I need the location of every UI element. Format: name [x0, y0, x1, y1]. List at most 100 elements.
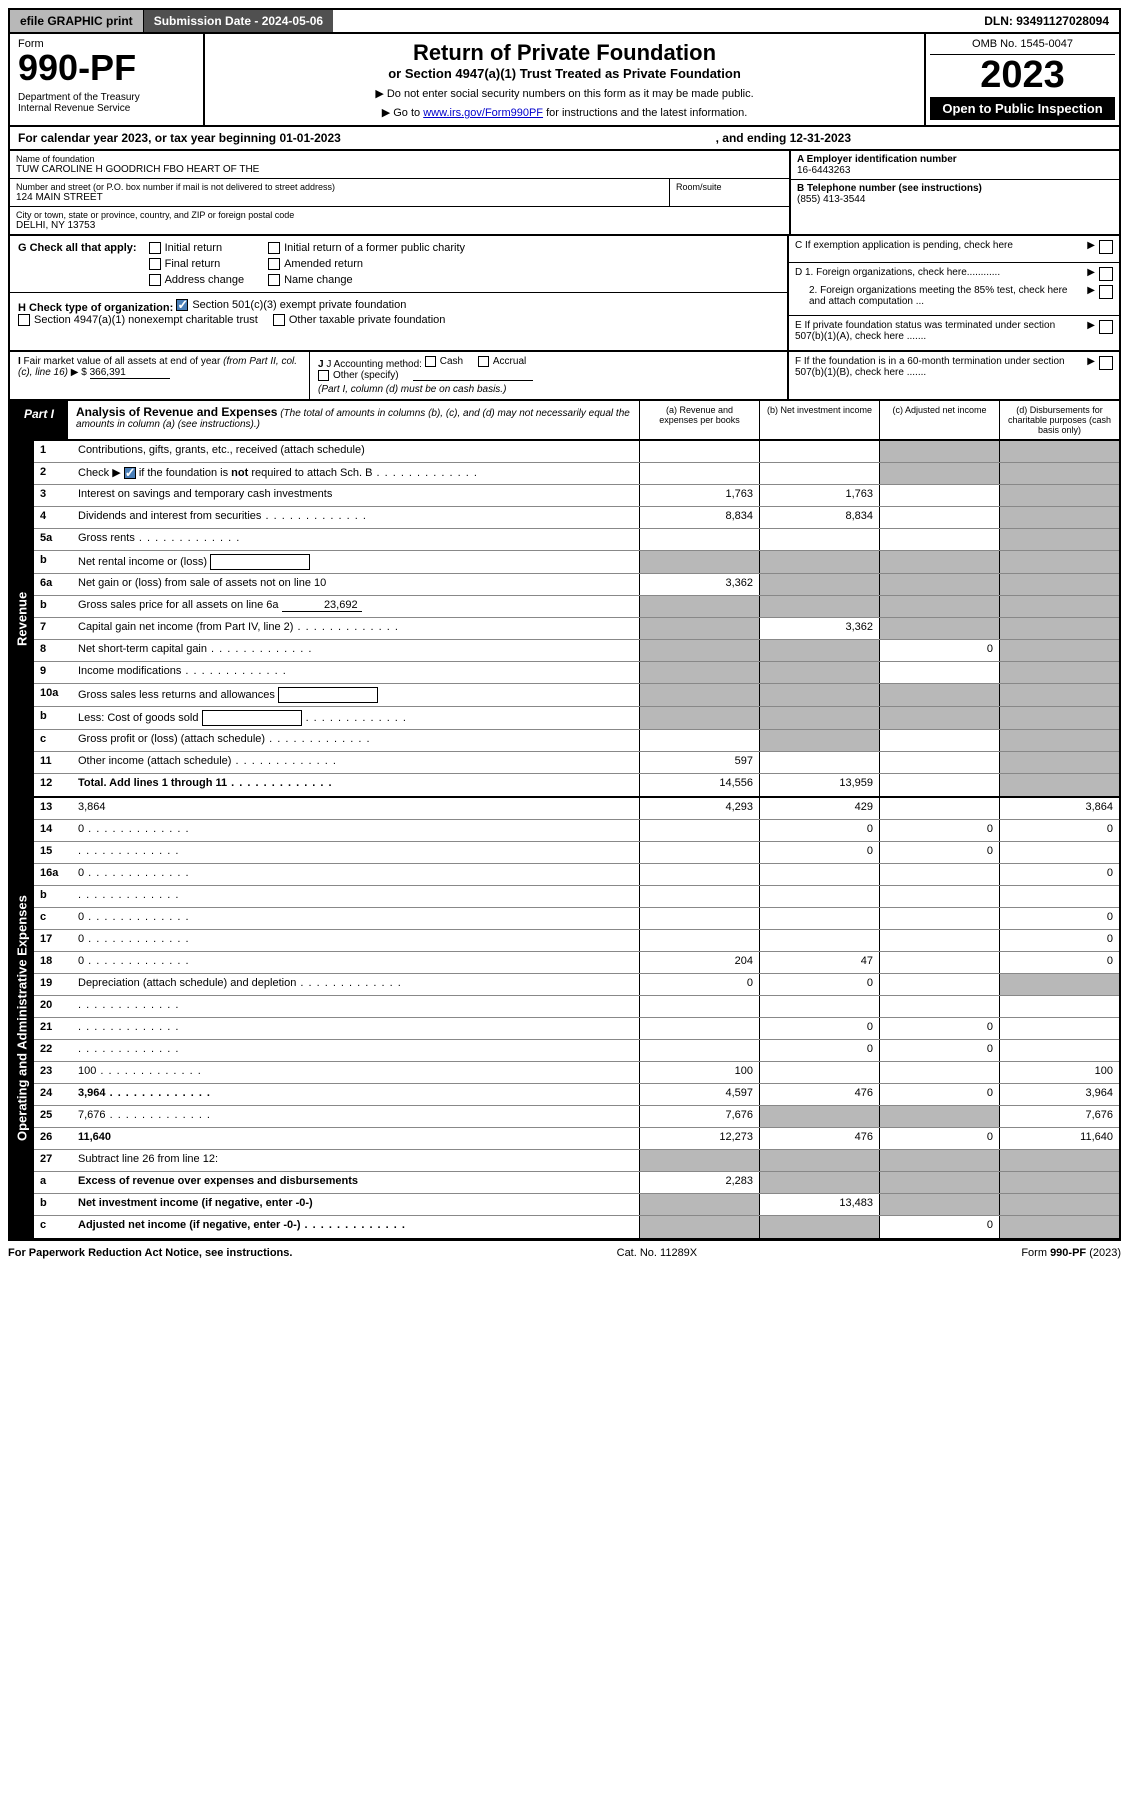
f-checkbox[interactable]	[1099, 356, 1113, 370]
other-method-checkbox[interactable]	[318, 370, 329, 381]
line-number: 26	[34, 1128, 74, 1149]
col-a-value	[639, 908, 759, 929]
initial-return-checkbox[interactable]	[149, 242, 161, 254]
line-c: c00	[34, 908, 1119, 930]
address-change-checkbox[interactable]	[149, 274, 161, 286]
line-description: Net short-term capital gain	[74, 640, 639, 661]
schedule-b-checkbox[interactable]	[124, 467, 136, 479]
line-number: c	[34, 908, 74, 929]
form-header: Form 990-PF Department of the Treasury I…	[8, 34, 1121, 127]
omb-number: OMB No. 1545-0047	[930, 38, 1115, 55]
cal-text-1: For calendar year 2023, or tax year begi…	[18, 131, 341, 145]
col-d-value	[999, 684, 1119, 706]
name-change-checkbox[interactable]	[268, 274, 280, 286]
f-label: F If the foundation is in a 60-month ter…	[795, 356, 1083, 378]
amended-return-checkbox[interactable]	[268, 258, 280, 270]
col-b-value	[759, 707, 879, 729]
ein-value: 16-6443263	[797, 165, 1113, 176]
cash-checkbox[interactable]	[425, 356, 436, 367]
line-number: 24	[34, 1084, 74, 1105]
line-15: 1500	[34, 842, 1119, 864]
line-description: Interest on savings and temporary cash i…	[74, 485, 639, 506]
line-3: 3Interest on savings and temporary cash …	[34, 485, 1119, 507]
line-number: b	[34, 596, 74, 617]
c-checkbox[interactable]	[1099, 240, 1113, 254]
line-6a: 6aNet gain or (loss) from sale of assets…	[34, 574, 1119, 596]
ein-label: A Employer identification number	[797, 154, 1113, 165]
accrual-checkbox[interactable]	[478, 356, 489, 367]
line-number: 6a	[34, 574, 74, 595]
col-d-value	[999, 1216, 1119, 1238]
col-b-value	[759, 1150, 879, 1171]
line-description: 0	[74, 864, 639, 885]
col-a-value	[639, 1150, 759, 1171]
col-c-value	[879, 886, 999, 907]
col-b-value: 0	[759, 842, 879, 863]
col-c-value	[879, 618, 999, 639]
line-21: 2100	[34, 1018, 1119, 1040]
col-c-value	[879, 596, 999, 617]
col-a-value	[639, 930, 759, 951]
line-number: a	[34, 1172, 74, 1193]
cal-text-2: , and ending 12-31-2023	[716, 131, 851, 145]
line-8: 8Net short-term capital gain0	[34, 640, 1119, 662]
initial-former-checkbox[interactable]	[268, 242, 280, 254]
line-7: 7Capital gain net income (from Part IV, …	[34, 618, 1119, 640]
col-a-value: 4,293	[639, 798, 759, 819]
line-number: 21	[34, 1018, 74, 1039]
line-number: 23	[34, 1062, 74, 1083]
tax-year: 2023	[930, 55, 1115, 97]
line-number: 27	[34, 1150, 74, 1171]
nonexempt-trust-checkbox[interactable]	[18, 314, 30, 326]
foundation-name: TUW CAROLINE H GOODRICH FBO HEART OF THE	[16, 164, 783, 175]
col-d-value	[999, 463, 1119, 484]
col-b-value	[759, 1172, 879, 1193]
line-number: 22	[34, 1040, 74, 1061]
d1-checkbox[interactable]	[1099, 267, 1113, 281]
col-a-value	[639, 996, 759, 1017]
street-address: 124 MAIN STREET	[16, 192, 663, 203]
col-d-value: 0	[999, 864, 1119, 885]
col-d-value	[999, 842, 1119, 863]
footer-form-ref: Form 990-PF (2023)	[1021, 1247, 1121, 1259]
col-b-value	[759, 886, 879, 907]
col-d-value	[999, 441, 1119, 462]
exempt-pf-checkbox[interactable]	[176, 299, 188, 311]
col-b-value	[759, 996, 879, 1017]
line-number: 9	[34, 662, 74, 683]
col-d-value	[999, 640, 1119, 661]
col-d-value	[999, 529, 1119, 550]
col-b-value: 476	[759, 1084, 879, 1105]
d2-checkbox[interactable]	[1099, 285, 1113, 299]
col-b-value	[759, 529, 879, 550]
line-number: 1	[34, 441, 74, 462]
line-number: 12	[34, 774, 74, 796]
instructions-link[interactable]: www.irs.gov/Form990PF	[423, 107, 543, 119]
addr-label: Number and street (or P.O. box number if…	[16, 182, 663, 192]
line-description: Net gain or (loss) from sale of assets n…	[74, 574, 639, 595]
line-5a: 5aGross rents	[34, 529, 1119, 551]
col-a-value: 4,597	[639, 1084, 759, 1105]
col-c-value	[879, 1106, 999, 1127]
line-number: 7	[34, 618, 74, 639]
col-a-value	[639, 820, 759, 841]
e-checkbox[interactable]	[1099, 320, 1113, 334]
line-number: 15	[34, 842, 74, 863]
col-d-value: 0	[999, 820, 1119, 841]
col-b-value	[759, 463, 879, 484]
page-footer: For Paperwork Reduction Act Notice, see …	[8, 1240, 1121, 1265]
line-number: 14	[34, 820, 74, 841]
efile-button[interactable]: efile GRAPHIC print	[10, 10, 144, 32]
col-b-value	[759, 441, 879, 462]
col-c-value: 0	[879, 1018, 999, 1039]
line-description: 0	[74, 952, 639, 973]
col-a-value: 597	[639, 752, 759, 773]
g-label: G Check all that apply:	[18, 242, 137, 254]
other-taxable-checkbox[interactable]	[273, 314, 285, 326]
line-description: Gross sales price for all assets on line…	[74, 596, 639, 617]
line-number: 20	[34, 996, 74, 1017]
final-return-checkbox[interactable]	[149, 258, 161, 270]
line-17: 1700	[34, 930, 1119, 952]
col-d-value	[999, 974, 1119, 995]
line-description: Income modifications	[74, 662, 639, 683]
